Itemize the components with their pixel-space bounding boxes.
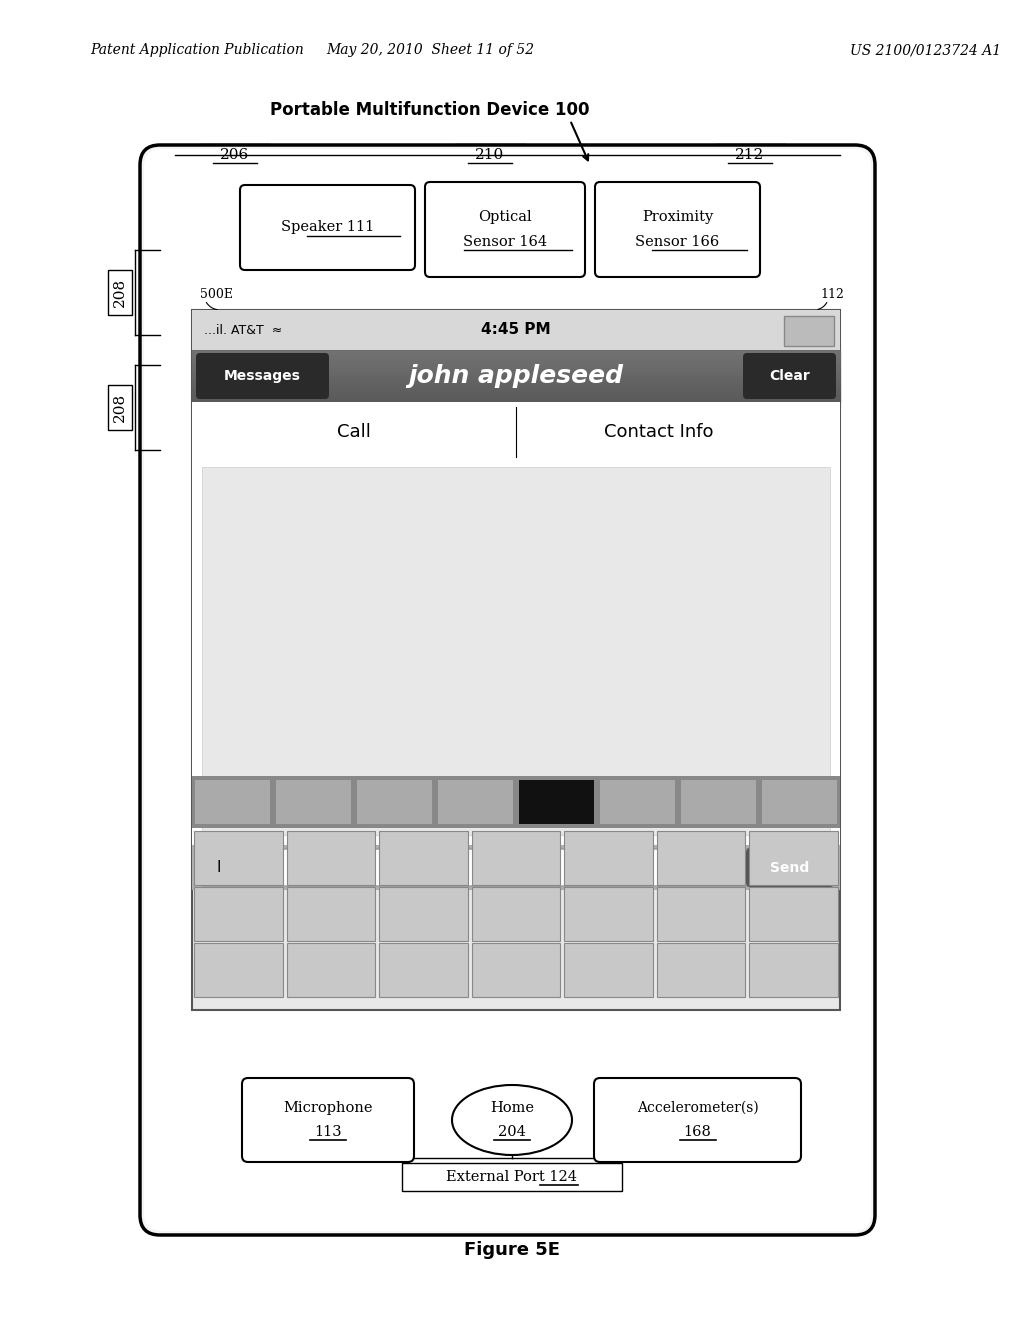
FancyBboxPatch shape <box>564 942 653 997</box>
FancyBboxPatch shape <box>750 887 838 941</box>
Text: Home: Home <box>490 1101 534 1115</box>
Ellipse shape <box>452 1085 572 1155</box>
Text: Patent Application Publication: Patent Application Publication <box>90 44 304 57</box>
Text: Speaker 111: Speaker 111 <box>281 220 374 235</box>
FancyBboxPatch shape <box>455 144 525 166</box>
Text: External Port 124: External Port 124 <box>446 1170 578 1184</box>
FancyBboxPatch shape <box>193 310 840 350</box>
Text: Optical: Optical <box>478 210 531 224</box>
FancyBboxPatch shape <box>193 776 840 828</box>
Text: 4:45 PM: 4:45 PM <box>481 322 551 338</box>
FancyBboxPatch shape <box>425 182 585 277</box>
FancyBboxPatch shape <box>656 832 745 884</box>
FancyBboxPatch shape <box>438 780 513 824</box>
Text: 168: 168 <box>684 1125 712 1139</box>
FancyBboxPatch shape <box>564 832 653 884</box>
Text: Call: Call <box>337 422 371 441</box>
FancyBboxPatch shape <box>746 847 834 887</box>
FancyBboxPatch shape <box>594 1078 801 1162</box>
FancyBboxPatch shape <box>108 385 132 430</box>
FancyBboxPatch shape <box>564 887 653 941</box>
FancyBboxPatch shape <box>472 887 560 941</box>
FancyBboxPatch shape <box>472 942 560 997</box>
FancyBboxPatch shape <box>194 887 283 941</box>
FancyBboxPatch shape <box>193 462 840 845</box>
Text: 212: 212 <box>735 148 765 162</box>
Text: 204: 204 <box>498 1125 526 1139</box>
Text: May 20, 2010  Sheet 11 of 52: May 20, 2010 Sheet 11 of 52 <box>326 44 535 57</box>
FancyBboxPatch shape <box>402 1163 622 1191</box>
FancyBboxPatch shape <box>379 832 468 884</box>
FancyBboxPatch shape <box>784 315 834 346</box>
FancyBboxPatch shape <box>595 182 760 277</box>
FancyBboxPatch shape <box>144 149 871 1232</box>
Text: 113: 113 <box>314 1125 342 1139</box>
FancyBboxPatch shape <box>715 144 785 166</box>
FancyBboxPatch shape <box>194 832 283 884</box>
Text: Microphone: Microphone <box>284 1101 373 1115</box>
FancyBboxPatch shape <box>276 780 351 824</box>
Text: Proximity: Proximity <box>642 210 713 224</box>
Text: 500E: 500E <box>200 289 233 301</box>
FancyBboxPatch shape <box>140 145 874 1236</box>
FancyBboxPatch shape <box>193 403 840 462</box>
FancyBboxPatch shape <box>287 887 375 941</box>
Text: 208: 208 <box>113 279 127 308</box>
Text: 208: 208 <box>113 393 127 422</box>
Text: US 2100/0123724 A1: US 2100/0123724 A1 <box>850 44 1001 57</box>
Text: Sensor 166: Sensor 166 <box>635 235 720 248</box>
FancyBboxPatch shape <box>750 942 838 997</box>
FancyBboxPatch shape <box>287 832 375 884</box>
FancyBboxPatch shape <box>108 271 132 315</box>
FancyBboxPatch shape <box>656 887 745 941</box>
Text: 112: 112 <box>820 289 844 301</box>
FancyBboxPatch shape <box>287 942 375 997</box>
FancyBboxPatch shape <box>357 780 432 824</box>
FancyBboxPatch shape <box>519 780 594 824</box>
FancyBboxPatch shape <box>379 887 468 941</box>
FancyBboxPatch shape <box>681 780 756 824</box>
Text: john appleseed: john appleseed <box>409 364 624 388</box>
FancyBboxPatch shape <box>240 185 415 271</box>
Text: Send: Send <box>770 861 810 874</box>
FancyBboxPatch shape <box>194 942 283 997</box>
Text: 206: 206 <box>220 148 250 162</box>
Text: Contact Info: Contact Info <box>604 422 714 441</box>
FancyBboxPatch shape <box>762 780 837 824</box>
FancyBboxPatch shape <box>193 845 840 890</box>
Text: Portable Multifunction Device 100: Portable Multifunction Device 100 <box>270 102 590 119</box>
Text: 210: 210 <box>475 148 505 162</box>
Text: ...il. AT&T  ≈: ...il. AT&T ≈ <box>204 323 283 337</box>
FancyBboxPatch shape <box>472 832 560 884</box>
FancyBboxPatch shape <box>196 352 329 399</box>
FancyBboxPatch shape <box>201 849 750 886</box>
FancyBboxPatch shape <box>193 350 840 403</box>
FancyBboxPatch shape <box>200 144 270 166</box>
Text: I: I <box>216 861 220 875</box>
Text: Clear: Clear <box>769 370 810 383</box>
FancyBboxPatch shape <box>195 780 270 824</box>
FancyBboxPatch shape <box>193 310 840 1010</box>
FancyBboxPatch shape <box>743 352 836 399</box>
Text: Figure 5E: Figure 5E <box>464 1241 560 1259</box>
FancyBboxPatch shape <box>242 1078 414 1162</box>
Text: Sensor 164: Sensor 164 <box>463 235 547 248</box>
FancyBboxPatch shape <box>750 832 838 884</box>
FancyBboxPatch shape <box>600 780 675 824</box>
FancyBboxPatch shape <box>379 942 468 997</box>
FancyBboxPatch shape <box>202 467 830 836</box>
Text: Messages: Messages <box>224 370 301 383</box>
FancyBboxPatch shape <box>656 942 745 997</box>
Text: Accelerometer(s): Accelerometer(s) <box>637 1101 759 1115</box>
